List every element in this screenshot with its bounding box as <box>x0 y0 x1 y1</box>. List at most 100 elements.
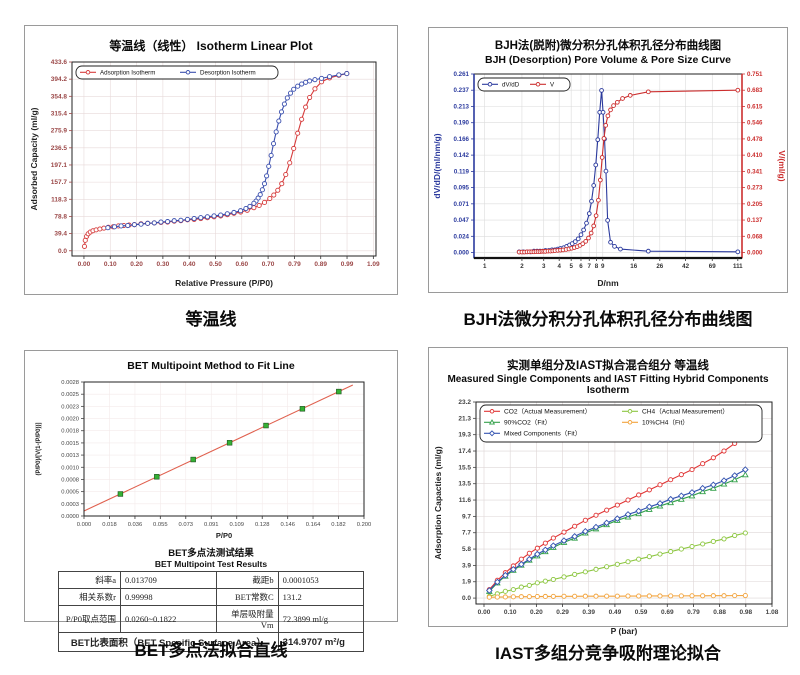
svg-text:0.10: 0.10 <box>104 261 117 268</box>
svg-text:0.70: 0.70 <box>262 261 275 268</box>
svg-text:0.0020: 0.0020 <box>61 417 79 423</box>
svg-text:0.073: 0.073 <box>179 522 194 528</box>
svg-text:(P/P0)/[V(1-(P/P0))]: (P/P0)/[V(1-(P/P0))] <box>36 422 42 475</box>
panel-bet: BET Multipoint Method to Fit Line 0.000 0… <box>24 350 398 652</box>
svg-text:0.20: 0.20 <box>530 609 543 616</box>
iast-chart-title-en: Measured Single Components and IAST Fitt… <box>447 374 769 396</box>
table-cell: 0.0260~0.1822 <box>120 605 217 633</box>
svg-text:6: 6 <box>579 263 583 270</box>
svg-text:0.69: 0.69 <box>661 609 674 616</box>
svg-text:5.8: 5.8 <box>462 546 471 553</box>
table-cell: 单层吸附量Vm <box>215 605 279 633</box>
svg-text:Relative Pressure (P/P0): Relative Pressure (P/P0) <box>175 278 273 288</box>
svg-text:10%CH4（Fit）: 10%CH4（Fit） <box>642 419 689 427</box>
svg-text:0.0: 0.0 <box>462 595 471 602</box>
iast-chart-title-zh: 实测单组分及IAST拟合混合组分 等温线 <box>507 360 709 372</box>
svg-text:0.89: 0.89 <box>314 261 327 268</box>
svg-text:0.071: 0.071 <box>454 201 470 208</box>
svg-text:Desorption Isotherm: Desorption Isotherm <box>200 70 256 77</box>
svg-text:1.08: 1.08 <box>766 609 779 616</box>
svg-text:0.182: 0.182 <box>331 522 346 528</box>
svg-text:0.000: 0.000 <box>77 522 92 528</box>
table-cell: 0.99998 <box>120 588 217 606</box>
bet-chart-title: BET Multipoint Method to Fit Line <box>127 360 295 372</box>
svg-text:275.9: 275.9 <box>51 128 68 135</box>
svg-text:0.0018: 0.0018 <box>61 429 79 435</box>
svg-text:0.751: 0.751 <box>747 71 763 78</box>
svg-text:19.3: 19.3 <box>458 432 471 439</box>
panel-isotherm: 等温线（线性） Isotherm Linear Plot 0.00 0.10 0.2… <box>24 25 398 295</box>
svg-text:0.79: 0.79 <box>288 261 301 268</box>
svg-text:21.3: 21.3 <box>458 415 471 422</box>
svg-text:13.5: 13.5 <box>458 481 471 488</box>
bjh-chart-title-zh: BJH法(脱附)微分积分孔体积孔径分布曲线图 <box>494 40 722 52</box>
svg-text:0.20: 0.20 <box>130 261 143 268</box>
svg-text:0.10: 0.10 <box>504 609 517 616</box>
table-cell: 相关系数r <box>58 588 121 606</box>
isotherm-chart-title: 等温线（线性） Isotherm Linear Plot <box>109 39 313 53</box>
table-cell: 0.0001053 <box>277 571 365 589</box>
svg-text:0.00: 0.00 <box>478 609 491 616</box>
svg-text:Adsorption Isotherm: Adsorption Isotherm <box>100 70 155 77</box>
svg-text:D/nm: D/nm <box>597 278 619 288</box>
bet-fit-chart: 0.000 0.018 0.036 0.055 0.073 0.091 0.109 0.128… <box>36 380 371 540</box>
svg-text:0.50: 0.50 <box>209 261 222 268</box>
svg-text:0.166: 0.166 <box>454 136 470 143</box>
svg-text:CH4（Actual Measurement）: CH4（Actual Measurement） <box>642 408 729 416</box>
svg-text:69: 69 <box>709 263 716 270</box>
svg-text:0.205: 0.205 <box>747 201 763 208</box>
svg-text:0.0015: 0.0015 <box>61 441 79 447</box>
svg-text:78.8: 78.8 <box>54 213 67 220</box>
svg-text:197.1: 197.1 <box>51 162 68 169</box>
svg-text:0.213: 0.213 <box>454 103 470 110</box>
svg-text:17.4: 17.4 <box>458 448 471 455</box>
caption-iast: IAST多组分竞争吸附理论拟合 <box>495 644 721 663</box>
svg-text:354.8: 354.8 <box>51 93 68 100</box>
bet-table-title-en: BET Multipoint Test Results <box>154 559 268 569</box>
svg-text:39.4: 39.4 <box>54 231 67 238</box>
bjh-pore-size-chart: 1 2 3 4 5 6 7 8 9 16 26 42 69 111 0.000 0.024 0.047 0.071… <box>432 71 786 288</box>
svg-text:0.478: 0.478 <box>747 136 763 143</box>
table-cell: 截距b <box>215 571 279 589</box>
svg-text:16: 16 <box>630 263 637 270</box>
svg-text:0.261: 0.261 <box>454 71 470 78</box>
svg-text:0.109: 0.109 <box>229 522 244 528</box>
svg-text:0.068: 0.068 <box>747 233 763 240</box>
svg-text:Adsorption Capacties (ml/g): Adsorption Capacties (ml/g) <box>433 446 443 560</box>
svg-text:0.095: 0.095 <box>454 185 470 192</box>
svg-text:0.0003: 0.0003 <box>61 502 79 508</box>
svg-text:0.055: 0.055 <box>153 522 168 528</box>
svg-text:4: 4 <box>557 263 561 270</box>
svg-text:157.7: 157.7 <box>51 179 68 186</box>
svg-text:8: 8 <box>595 263 599 270</box>
table-row: 相关系数r 0.99998 BET常数C 131.2 <box>58 588 365 606</box>
svg-text:7.7: 7.7 <box>462 530 471 537</box>
svg-text:0.0000: 0.0000 <box>61 514 79 520</box>
svg-text:0.99: 0.99 <box>341 261 354 268</box>
svg-text:0.036: 0.036 <box>128 522 143 528</box>
svg-text:0.30: 0.30 <box>157 261 170 268</box>
table-cell: 131.2 <box>277 588 365 606</box>
svg-text:P/P0: P/P0 <box>216 531 232 540</box>
svg-text:0.142: 0.142 <box>454 152 470 159</box>
svg-text:5: 5 <box>569 263 573 270</box>
svg-text:0.59: 0.59 <box>635 609 648 616</box>
svg-text:0.047: 0.047 <box>454 217 470 224</box>
svg-text:Mixed Components（Fit）: Mixed Components（Fit） <box>504 430 581 438</box>
svg-text:0.128: 0.128 <box>255 522 270 528</box>
svg-text:V/(ml/g): V/(ml/g) <box>777 150 786 181</box>
caption-bjh: BJH法微分积分孔体积孔径分布曲线图 <box>463 310 753 329</box>
svg-text:0.237: 0.237 <box>454 87 470 94</box>
svg-text:1: 1 <box>483 263 487 270</box>
svg-text:7: 7 <box>588 263 592 270</box>
svg-text:0.0005: 0.0005 <box>61 490 79 496</box>
svg-text:0.0023: 0.0023 <box>61 404 79 410</box>
svg-text:0.98: 0.98 <box>739 609 752 616</box>
isotherm-linear-chart: 0.00 0.10 0.20 0.30 0.40 0.50 0.60 0.70 0.79 0.89… <box>29 59 380 288</box>
svg-text:0.018: 0.018 <box>102 522 117 528</box>
table-cell: 斜率a <box>58 571 121 589</box>
table-cell: 72.3899 ml/g <box>277 605 365 633</box>
svg-text:1.9: 1.9 <box>462 579 471 586</box>
table-cell: BET常数C <box>215 588 279 606</box>
svg-text:15.5: 15.5 <box>458 464 471 471</box>
